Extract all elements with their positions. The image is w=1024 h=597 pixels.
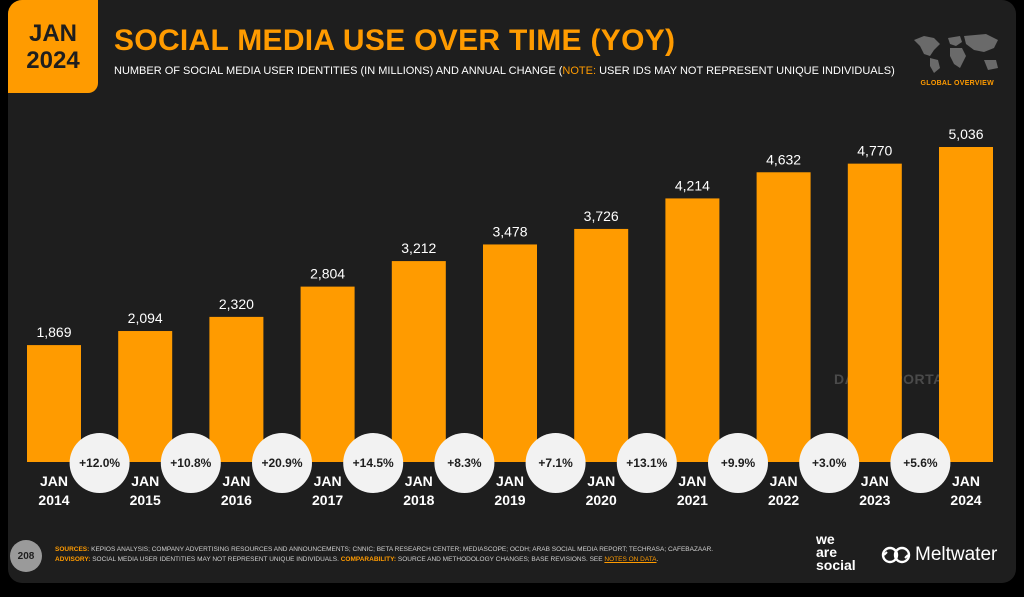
bar	[300, 286, 355, 462]
annual-change-circle	[799, 433, 860, 493]
annual-change-circle	[616, 433, 677, 493]
x-tick-label: JAN 2019	[494, 473, 525, 508]
bar-value-label: 4,632	[766, 151, 801, 167]
logo-we: we	[816, 531, 835, 547]
annual-change-label: +3.0%	[812, 456, 847, 470]
sources-line: SOURCES: KEPIOS ANALYSIS; COMPANY ADVERT…	[55, 545, 815, 555]
world-map-icon	[914, 34, 998, 73]
bar-value-label: 3,212	[401, 240, 436, 256]
x-tick-label: JAN 2021	[677, 473, 708, 508]
annual-change-circle	[343, 433, 404, 493]
bar	[391, 261, 446, 462]
bar	[847, 163, 902, 463]
bar	[574, 228, 629, 462]
bar-value-label: 4,770	[857, 143, 892, 159]
advisory-line: ADVISORY: SOCIAL MEDIA USER IDENTITIES M…	[55, 555, 815, 565]
comparability-text: SOURCE AND METHODOLOGY CHANGES; BASE REV…	[396, 556, 605, 563]
annual-change-label: +20.9%	[261, 456, 302, 470]
annual-change-circle	[525, 433, 586, 493]
annual-change-label: +9.9%	[721, 456, 756, 470]
footer-notes: SOURCES: KEPIOS ANALYSIS; COMPANY ADVERT…	[55, 545, 815, 565]
annual-change-circle	[890, 433, 951, 493]
bar-value-label: 4,214	[675, 177, 710, 193]
annual-change-label: +5.6%	[903, 456, 938, 470]
bar	[27, 345, 81, 462]
bar-chart: 1,869 JAN 2014 2,094 JAN 2015 2,320 JAN 2016 2,80…	[27, 126, 993, 508]
notes-on-data-link[interactable]: NOTES ON DATA	[604, 556, 657, 563]
subtitle-text: NUMBER OF SOCIAL MEDIA USER IDENTITIES (…	[114, 65, 563, 77]
annual-change-circle	[252, 433, 312, 493]
subtitle-note-text: USER IDS MAY NOT REPRESENT UNIQUE INDIVI…	[596, 65, 895, 77]
x-tick-label: JAN 2016	[221, 473, 252, 508]
x-tick-label: JAN 2018	[403, 473, 434, 508]
x-tick-label: JAN 2017	[312, 473, 343, 508]
bar	[756, 172, 811, 462]
date-badge-year: 2024	[26, 46, 80, 74]
date-badge: JAN 2024	[8, 0, 98, 93]
x-tick-label: JAN 2020	[586, 473, 617, 508]
bar	[483, 244, 537, 462]
logo-social: social	[816, 557, 856, 573]
x-tick-label: JAN 2024	[950, 473, 981, 508]
advisory-text: SOCIAL MEDIA USER IDENTITIES MAY NOT REP…	[90, 556, 341, 563]
x-tick-label: JAN 2022	[768, 473, 799, 508]
chart-subtitle: NUMBER OF SOCIAL MEDIA USER IDENTITIES (…	[114, 65, 895, 77]
global-overview-label: GLOBAL OVERVIEW	[920, 80, 994, 87]
subtitle-note-label: NOTE:	[562, 65, 597, 77]
bar-value-label: 5,036	[948, 126, 983, 142]
bar-value-label: 3,726	[584, 208, 619, 224]
annual-change-circle	[708, 433, 768, 493]
advisory-label: ADVISORY:	[55, 556, 91, 563]
meltwater-wordmark: Meltwater	[915, 544, 998, 565]
bar	[665, 198, 720, 462]
annual-change-circle	[434, 433, 495, 493]
chart-title: SOCIAL MEDIA USE OVER TIME (YOY)	[114, 24, 676, 57]
meltwater-mark-icon	[881, 546, 911, 564]
logo-are: are	[816, 544, 838, 560]
bar-value-label: 2,804	[310, 266, 345, 282]
sources-label: SOURCES:	[55, 546, 90, 553]
annual-change-label: +7.1%	[538, 456, 573, 470]
meltwater-logo: Meltwater	[881, 544, 997, 566]
x-tick-label: JAN 2023	[859, 473, 890, 508]
sources-text: KEPIOS ANALYSIS; COMPANY ADVERTISING RES…	[89, 546, 714, 553]
date-badge-month: JAN	[28, 19, 77, 47]
annual-change-label: +12.0%	[79, 456, 120, 470]
annual-change-circle	[160, 433, 221, 493]
annual-change-label: +8.3%	[447, 456, 482, 470]
bar-value-label: 1,869	[36, 324, 71, 340]
bar	[118, 331, 173, 462]
page-number: 208	[10, 540, 42, 572]
bar	[939, 147, 993, 462]
annual-change-label: +14.5%	[353, 456, 394, 470]
annual-change-circle	[69, 433, 130, 493]
bar-value-label: 3,478	[492, 223, 527, 239]
bar	[209, 316, 264, 462]
slide: JAN 2024 SOCIAL MEDIA USE OVER TIME (YOY…	[8, 0, 1016, 583]
x-tick-label: JAN 2014	[38, 473, 69, 508]
bar-value-label: 2,094	[128, 310, 163, 326]
comparability-label: COMPARABILITY:	[340, 556, 397, 563]
x-tick-label: JAN 2015	[130, 473, 161, 508]
bar-value-label: 2,320	[219, 296, 254, 312]
annual-change-label: +10.8%	[170, 456, 211, 470]
we-are-social-logo: we are social	[816, 531, 856, 573]
footer-end: .	[656, 556, 659, 563]
annual-change-label: +13.1%	[626, 456, 667, 470]
